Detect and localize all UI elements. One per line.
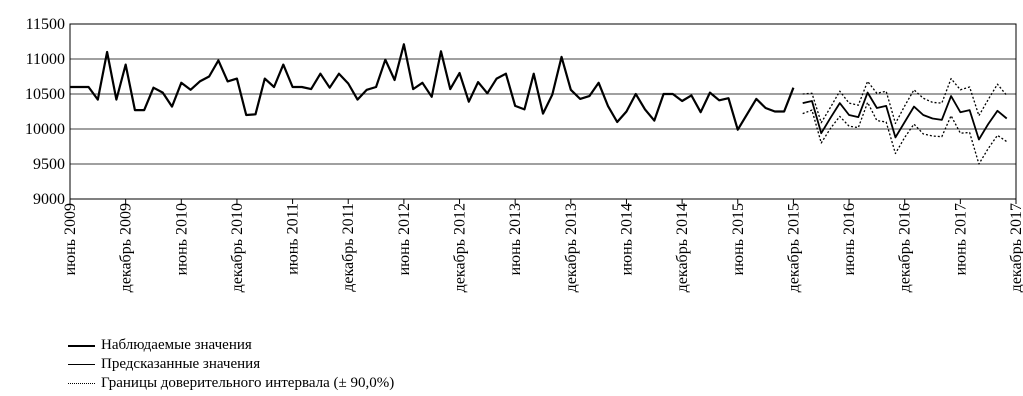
x-tick-label: июнь 2015 xyxy=(730,203,747,275)
y-tick-label: 9500 xyxy=(33,156,65,173)
x-axis-ticks: июнь 2009 декабрь 2009 июнь 2010 декабрь 20… xyxy=(62,199,1023,292)
x-tick-label: декабрь 2015 xyxy=(785,203,802,292)
series-line-2 xyxy=(802,77,1008,125)
legend-label-predicted: Предсказанные значения xyxy=(101,356,261,372)
x-tick-label: июнь 2009 xyxy=(62,203,79,275)
plot-area-frame xyxy=(69,23,1017,200)
legend-item-observed: Наблюдаемые значения xyxy=(68,336,394,355)
x-tick-label: декабрь 2017 xyxy=(1008,203,1023,292)
x-tick-label: июнь 2014 xyxy=(618,203,635,275)
x-tick-label: декабрь 2010 xyxy=(229,203,246,292)
x-tick-label: декабрь 2016 xyxy=(897,203,914,292)
x-tick-label: июнь 2011 xyxy=(285,203,302,275)
series-lines xyxy=(70,43,1008,165)
y-tick-label: 10500 xyxy=(25,86,65,103)
legend-swatch-predicted xyxy=(68,364,95,365)
y-tick-label: 9000 xyxy=(33,191,65,208)
legend-label-observed: Наблюдаемые значения xyxy=(101,337,252,353)
legend-swatch-observed xyxy=(68,344,95,347)
series-line-1 xyxy=(802,91,1008,141)
x-tick-label: июнь 2013 xyxy=(507,203,524,275)
legend: Наблюдаемые значения Предсказанные значе… xyxy=(68,336,394,393)
y-axis-ticks: 9000 9500 10000 10500 11000 11500 xyxy=(25,16,65,208)
x-tick-label: декабрь 2014 xyxy=(674,203,691,292)
legend-item-confidence: Границы доверительного интервала (± 90,0… xyxy=(68,374,394,393)
x-tick-label: декабрь 2013 xyxy=(563,203,580,292)
x-tick-label: июнь 2016 xyxy=(841,203,858,275)
y-tick-label: 11000 xyxy=(26,51,65,68)
x-tick-label: июнь 2010 xyxy=(173,203,190,275)
legend-swatch-confidence xyxy=(68,383,95,384)
legend-label-confidence: Границы доверительного интервала (± 90,0… xyxy=(101,375,395,391)
x-tick-label: декабрь 2009 xyxy=(118,203,135,292)
legend-item-predicted: Предсказанные значения xyxy=(68,355,394,374)
y-tick-label: 11500 xyxy=(26,16,65,33)
x-tick-label: декабрь 2012 xyxy=(452,203,469,292)
series-line-0 xyxy=(70,43,795,131)
x-tick-label: июнь 2017 xyxy=(952,203,969,275)
y-tick-label: 10000 xyxy=(25,121,65,138)
x-tick-label: декабрь 2011 xyxy=(340,203,357,292)
x-tick-label: июнь 2012 xyxy=(396,203,413,275)
